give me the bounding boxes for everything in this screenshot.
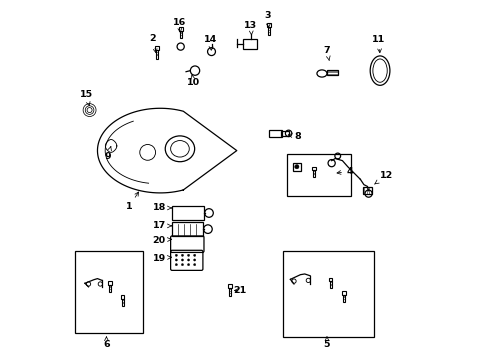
- Bar: [75, 251, 143, 333]
- Bar: [243, 39, 256, 49]
- Bar: [121, 296, 124, 299]
- Text: 10: 10: [186, 75, 200, 87]
- Circle shape: [175, 259, 177, 261]
- Bar: [326, 70, 338, 75]
- Bar: [228, 284, 232, 288]
- Bar: [281, 131, 288, 136]
- Text: 2: 2: [149, 34, 157, 53]
- Circle shape: [187, 259, 189, 261]
- Text: 14: 14: [203, 35, 217, 50]
- Text: 16: 16: [172, 18, 185, 33]
- Bar: [267, 27, 269, 35]
- Bar: [179, 31, 182, 38]
- Circle shape: [193, 264, 195, 266]
- Text: 3: 3: [264, 11, 270, 28]
- Text: 7: 7: [323, 46, 329, 60]
- Text: 4: 4: [336, 167, 353, 176]
- Bar: [286, 154, 351, 196]
- Bar: [312, 167, 315, 170]
- Text: 21: 21: [233, 286, 246, 295]
- Text: 15: 15: [79, 90, 92, 106]
- Bar: [228, 288, 231, 296]
- Text: 6: 6: [103, 337, 109, 350]
- Bar: [292, 163, 300, 171]
- Circle shape: [181, 254, 183, 256]
- Bar: [268, 130, 282, 137]
- Bar: [329, 281, 331, 288]
- Text: 20: 20: [152, 236, 171, 245]
- Circle shape: [187, 264, 189, 266]
- Bar: [362, 187, 371, 194]
- Bar: [108, 281, 112, 285]
- Circle shape: [193, 254, 195, 256]
- Text: 12: 12: [374, 171, 392, 184]
- Bar: [342, 291, 345, 295]
- Circle shape: [181, 259, 183, 261]
- Bar: [343, 295, 345, 302]
- Text: 13: 13: [244, 21, 257, 35]
- Bar: [109, 285, 111, 292]
- Circle shape: [175, 264, 177, 266]
- Bar: [312, 170, 314, 177]
- Circle shape: [294, 165, 298, 169]
- Bar: [328, 278, 332, 281]
- Circle shape: [193, 259, 195, 261]
- Text: 19: 19: [152, 254, 171, 263]
- Text: 17: 17: [152, 221, 171, 230]
- Text: 1: 1: [125, 192, 138, 211]
- Bar: [154, 46, 158, 50]
- Text: 5: 5: [323, 337, 329, 350]
- Text: 11: 11: [371, 35, 385, 53]
- Bar: [172, 222, 202, 236]
- Text: 9: 9: [104, 147, 111, 161]
- Bar: [266, 23, 270, 27]
- Bar: [122, 299, 123, 306]
- Circle shape: [187, 254, 189, 256]
- Circle shape: [175, 254, 177, 256]
- Bar: [155, 50, 158, 59]
- Bar: [172, 206, 203, 220]
- Circle shape: [181, 264, 183, 266]
- Bar: [179, 27, 182, 31]
- Text: 8: 8: [287, 132, 300, 141]
- Bar: [283, 251, 373, 337]
- Text: 18: 18: [152, 203, 171, 212]
